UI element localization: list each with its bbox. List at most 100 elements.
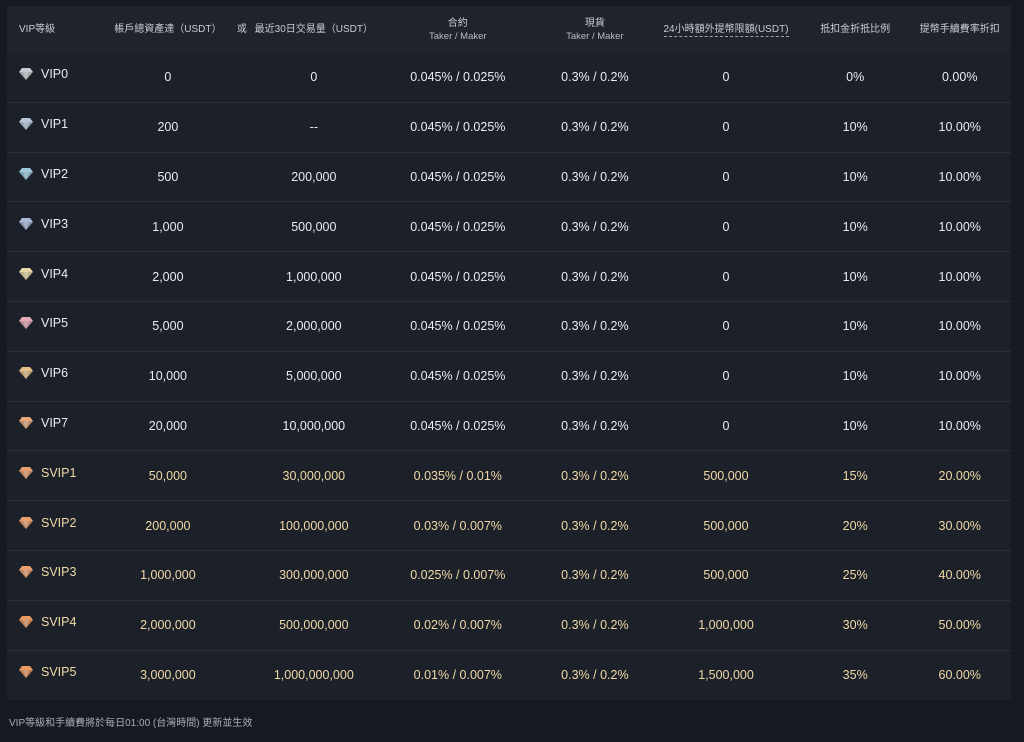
vip-level-label: VIP0 — [41, 67, 69, 82]
withdraw-limit-cell: 0 — [722, 319, 730, 334]
futures-fee-cell: 0.045% / 0.025% — [410, 70, 506, 85]
withdraw-fee-cell: 10.00% — [938, 418, 981, 433]
discount-cell: 25% — [842, 568, 868, 583]
header-futures-sub: Taker / Maker — [429, 30, 487, 42]
futures-fee-cell: 0.035% / 0.01% — [413, 468, 502, 483]
volume-cell: 5,000,000 — [286, 369, 342, 384]
vip-level-label: VIP3 — [41, 216, 69, 231]
vip-level-cell: VIP4 — [7, 267, 104, 281]
withdraw-limit-cell: 0 — [722, 369, 730, 384]
header-futures-label: 合約 — [447, 17, 468, 29]
volume-cell: 30,000,000 — [282, 468, 346, 483]
spot-fee-cell: 0.3% / 0.2% — [561, 319, 629, 334]
futures-fee-cell: 0.01% / 0.007% — [413, 668, 502, 683]
withdraw-limit-cell: 500,000 — [703, 518, 749, 533]
table-row: VIP1 200 -- 0.045% / 0.025% 0.3% / 0.2% 0 10% 1… — [7, 103, 1011, 153]
table-row: VIP5 5,000 2,000,000 0.045% / 0.025% 0.3% / … — [7, 302, 1011, 352]
discount-cell: 10% — [842, 319, 868, 334]
assets-cell: 10,000 — [148, 369, 187, 384]
vip-fee-table: VIP等級 帳戶總資產達（USDT） 或 最近30日交易量（USDT） 合約 T… — [7, 6, 1011, 701]
futures-fee-cell: 0.045% / 0.025% — [410, 418, 506, 433]
withdraw-limit-cell: 0 — [722, 70, 730, 85]
volume-cell: 300,000,000 — [279, 568, 349, 583]
diamond-icon — [19, 516, 33, 529]
vip-level: VIP4 — [19, 267, 104, 281]
assets-cell: 1,000,000 — [140, 568, 196, 583]
vip-level: SVIP5 — [19, 665, 104, 679]
table-row: SVIP2 200,000 100,000,000 0.03% / 0.007% 0.3… — [7, 501, 1011, 551]
vip-level-cell: SVIP1 — [7, 466, 104, 480]
table-row: SVIP4 2,000,000 500,000,000 0.02% / 0.007% 0… — [7, 601, 1011, 651]
vip-level-label: SVIP1 — [41, 465, 77, 480]
assets-cell: 50,000 — [148, 468, 187, 483]
vip-level-cell: VIP3 — [7, 217, 104, 231]
table-row: VIP0 0 0 0.045% / 0.025% 0.3% / 0.2% 0 0% 0.00% — [7, 53, 1011, 103]
withdraw-fee-cell: 10.00% — [938, 369, 981, 384]
spot-fee-cell: 0.3% / 0.2% — [561, 418, 629, 433]
discount-cell: 10% — [842, 219, 868, 234]
futures-fee-cell: 0.025% / 0.007% — [410, 568, 506, 583]
header-withdraw-limit-label[interactable]: 24小時額外提幣限額(USDT) — [663, 24, 789, 37]
vip-level-cell: VIP0 — [7, 67, 104, 81]
withdraw-limit-cell: 1,000,000 — [698, 618, 754, 633]
vip-level-cell: SVIP5 — [7, 665, 104, 679]
header-spot-label: 現貨 — [584, 17, 605, 29]
spot-fee-cell: 0.3% / 0.2% — [561, 269, 629, 284]
diamond-icon — [19, 217, 33, 230]
volume-cell: 500,000 — [291, 219, 337, 234]
volume-cell: -- — [309, 120, 318, 135]
diamond-icon — [19, 267, 33, 280]
vip-level-label: VIP1 — [41, 117, 69, 132]
assets-cell: 3,000,000 — [140, 668, 196, 683]
diamond-icon — [19, 666, 33, 679]
discount-cell: 15% — [842, 468, 868, 483]
vip-level-label: VIP6 — [41, 366, 69, 381]
vip-level-cell: VIP7 — [7, 416, 104, 430]
futures-fee-cell: 0.03% / 0.007% — [413, 518, 502, 533]
withdraw-fee-cell: 10.00% — [938, 269, 981, 284]
vip-level-label: SVIP3 — [41, 565, 77, 580]
withdraw-fee-cell: 40.00% — [938, 568, 981, 583]
vip-level: VIP7 — [19, 416, 104, 430]
volume-cell: 2,000,000 — [286, 319, 342, 334]
table-row: VIP3 1,000 500,000 0.045% / 0.025% 0.3% / 0.… — [7, 202, 1011, 253]
withdraw-limit-cell: 1,500,000 — [698, 668, 754, 683]
vip-level-cell: SVIP3 — [7, 565, 104, 579]
table-row: SVIP3 1,000,000 300,000,000 0.025% / 0.007%… — [7, 551, 1011, 601]
assets-cell: 500 — [157, 169, 179, 184]
vip-level: SVIP1 — [19, 466, 104, 480]
discount-cell: 20% — [842, 518, 868, 533]
spot-fee-cell: 0.3% / 0.2% — [561, 70, 629, 85]
table-row: VIP4 2,000 1,000,000 0.045% / 0.025% 0.3% / … — [7, 252, 1011, 302]
futures-fee-cell: 0.045% / 0.025% — [410, 169, 506, 184]
withdraw-fee-cell: 10.00% — [938, 319, 981, 334]
discount-cell: 0% — [846, 70, 865, 85]
withdraw-fee-cell: 20.00% — [938, 468, 981, 483]
vip-level: VIP2 — [19, 167, 104, 181]
diamond-icon — [19, 566, 33, 579]
vip-level-cell: VIP6 — [7, 366, 104, 380]
withdraw-fee-cell: 50.00% — [938, 618, 981, 633]
vip-level: VIP3 — [19, 217, 104, 231]
withdraw-limit-cell: 0 — [722, 120, 730, 135]
vip-level-label: VIP4 — [41, 266, 69, 281]
withdraw-fee-cell: 60.00% — [938, 668, 981, 683]
withdraw-fee-cell: 10.00% — [938, 219, 981, 234]
diamond-icon — [19, 616, 33, 629]
spot-fee-cell: 0.3% / 0.2% — [561, 219, 629, 234]
diamond-icon — [19, 466, 33, 479]
vip-level: VIP5 — [19, 316, 104, 330]
header-withdraw-limit[interactable]: 24小時額外提幣限額(USDT) — [650, 23, 802, 37]
assets-cell: 0 — [164, 70, 172, 85]
assets-cell: 2,000,000 — [140, 618, 196, 633]
table-header: VIP等級 帳戶總資產達（USDT） 或 最近30日交易量（USDT） 合約 T… — [7, 6, 1011, 53]
futures-fee-cell: 0.045% / 0.025% — [410, 369, 506, 384]
assets-cell: 5,000 — [152, 319, 184, 334]
diamond-icon — [19, 416, 33, 429]
withdraw-limit-cell: 0 — [722, 269, 730, 284]
volume-cell: 200,000 — [291, 169, 337, 184]
discount-cell: 10% — [842, 169, 868, 184]
spot-fee-cell: 0.3% / 0.2% — [561, 468, 629, 483]
vip-level: VIP6 — [19, 366, 104, 380]
vip-level: SVIP4 — [19, 615, 104, 629]
